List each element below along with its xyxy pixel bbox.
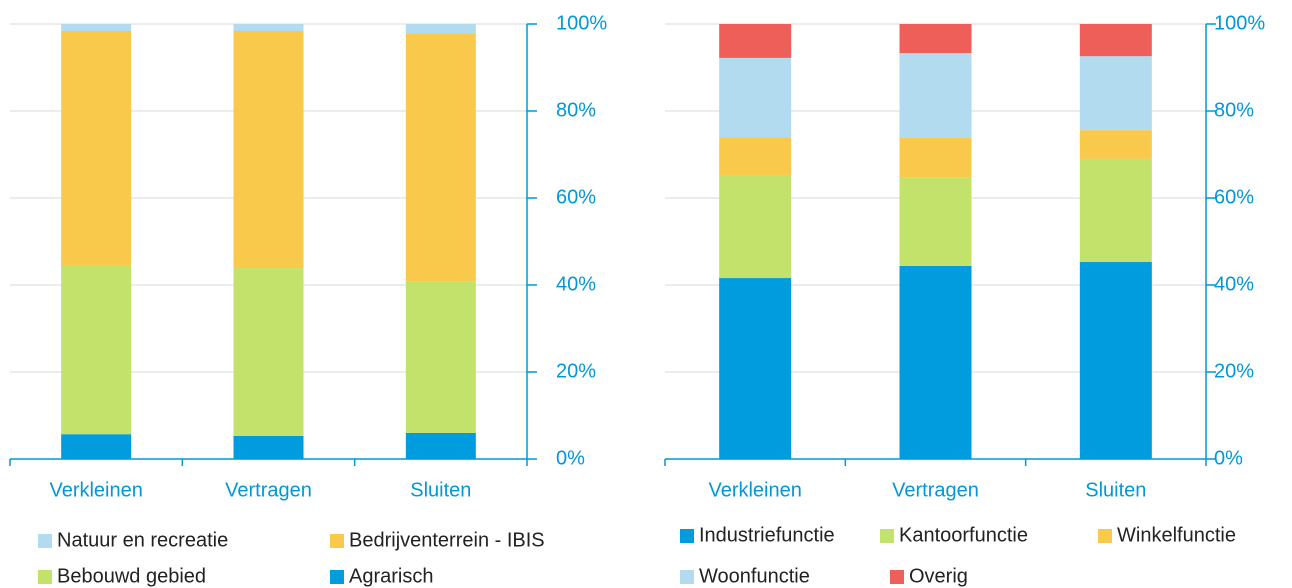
legend-swatch xyxy=(680,570,694,584)
bar-segment xyxy=(899,137,972,178)
bar-segment xyxy=(233,268,304,436)
x-tick-label: Vertragen xyxy=(225,479,312,501)
bar-segment xyxy=(405,281,476,433)
bar-segment xyxy=(899,265,972,459)
bar-segment xyxy=(719,174,792,279)
x-tick-label: Verkleinen xyxy=(708,479,801,501)
y-tick-label: 100% xyxy=(556,12,607,34)
y-tick-label: 20% xyxy=(1214,360,1254,382)
legend-swatch xyxy=(38,534,52,548)
y-tick-label: 20% xyxy=(556,360,596,382)
y-tick-label: 60% xyxy=(556,186,596,208)
bar-segment xyxy=(1079,130,1152,159)
legend-label: Winkelfunctie xyxy=(1117,524,1236,546)
bar-segment xyxy=(719,24,792,58)
x-tick-label: Vertragen xyxy=(892,479,979,501)
y-tick-label: 60% xyxy=(1214,186,1254,208)
bar-segment xyxy=(719,137,792,175)
legend-swatch xyxy=(38,570,52,584)
legend-swatch xyxy=(330,570,344,584)
y-tick-label: 0% xyxy=(1214,447,1243,469)
bar-segment xyxy=(233,30,304,269)
bar-segment xyxy=(61,24,132,31)
legend-label: Industriefunctie xyxy=(699,524,835,546)
bar-segment xyxy=(61,30,132,265)
legend-label: Agrarisch xyxy=(349,565,433,587)
bar-segment xyxy=(899,53,972,138)
x-tick-label: Sluiten xyxy=(1085,479,1146,501)
y-tick-label: 40% xyxy=(1214,273,1254,295)
bar-segment xyxy=(405,24,476,34)
bar-segment xyxy=(405,33,476,282)
x-tick-label: Verkleinen xyxy=(49,479,142,501)
bar-segment xyxy=(719,278,792,459)
bar-segment xyxy=(233,24,304,31)
legend-swatch xyxy=(880,529,894,543)
bar-segment xyxy=(1079,261,1152,459)
y-tick-label: 40% xyxy=(556,273,596,295)
bar-segment xyxy=(719,57,792,138)
bar-segment xyxy=(1079,56,1152,131)
bar-segment xyxy=(1079,158,1152,262)
legend-label: Overig xyxy=(909,565,968,587)
legend-swatch xyxy=(680,529,694,543)
legend-label: Natuur en recreatie xyxy=(57,529,228,551)
legend-label: Woonfunctie xyxy=(699,565,810,587)
x-tick-label: Sluiten xyxy=(410,479,471,501)
legend-swatch xyxy=(330,534,344,548)
bar-segment xyxy=(899,177,972,266)
bar-segment xyxy=(405,432,476,459)
legend-label: Bebouwd gebied xyxy=(57,565,206,587)
bar-segment xyxy=(233,435,304,459)
y-tick-label: 100% xyxy=(1214,12,1265,34)
legend-label: Bedrijventerrein - IBIS xyxy=(349,529,545,551)
legend-swatch xyxy=(890,570,904,584)
y-tick-label: 80% xyxy=(556,99,596,121)
bar-segment xyxy=(61,264,132,435)
y-tick-label: 0% xyxy=(556,447,585,469)
bar-segment xyxy=(899,24,972,54)
legend-swatch xyxy=(1098,529,1112,543)
y-tick-label: 80% xyxy=(1214,99,1254,121)
bar-segment xyxy=(1079,24,1152,57)
bar-segment xyxy=(61,434,132,459)
legend-label: Kantoorfunctie xyxy=(899,524,1028,546)
